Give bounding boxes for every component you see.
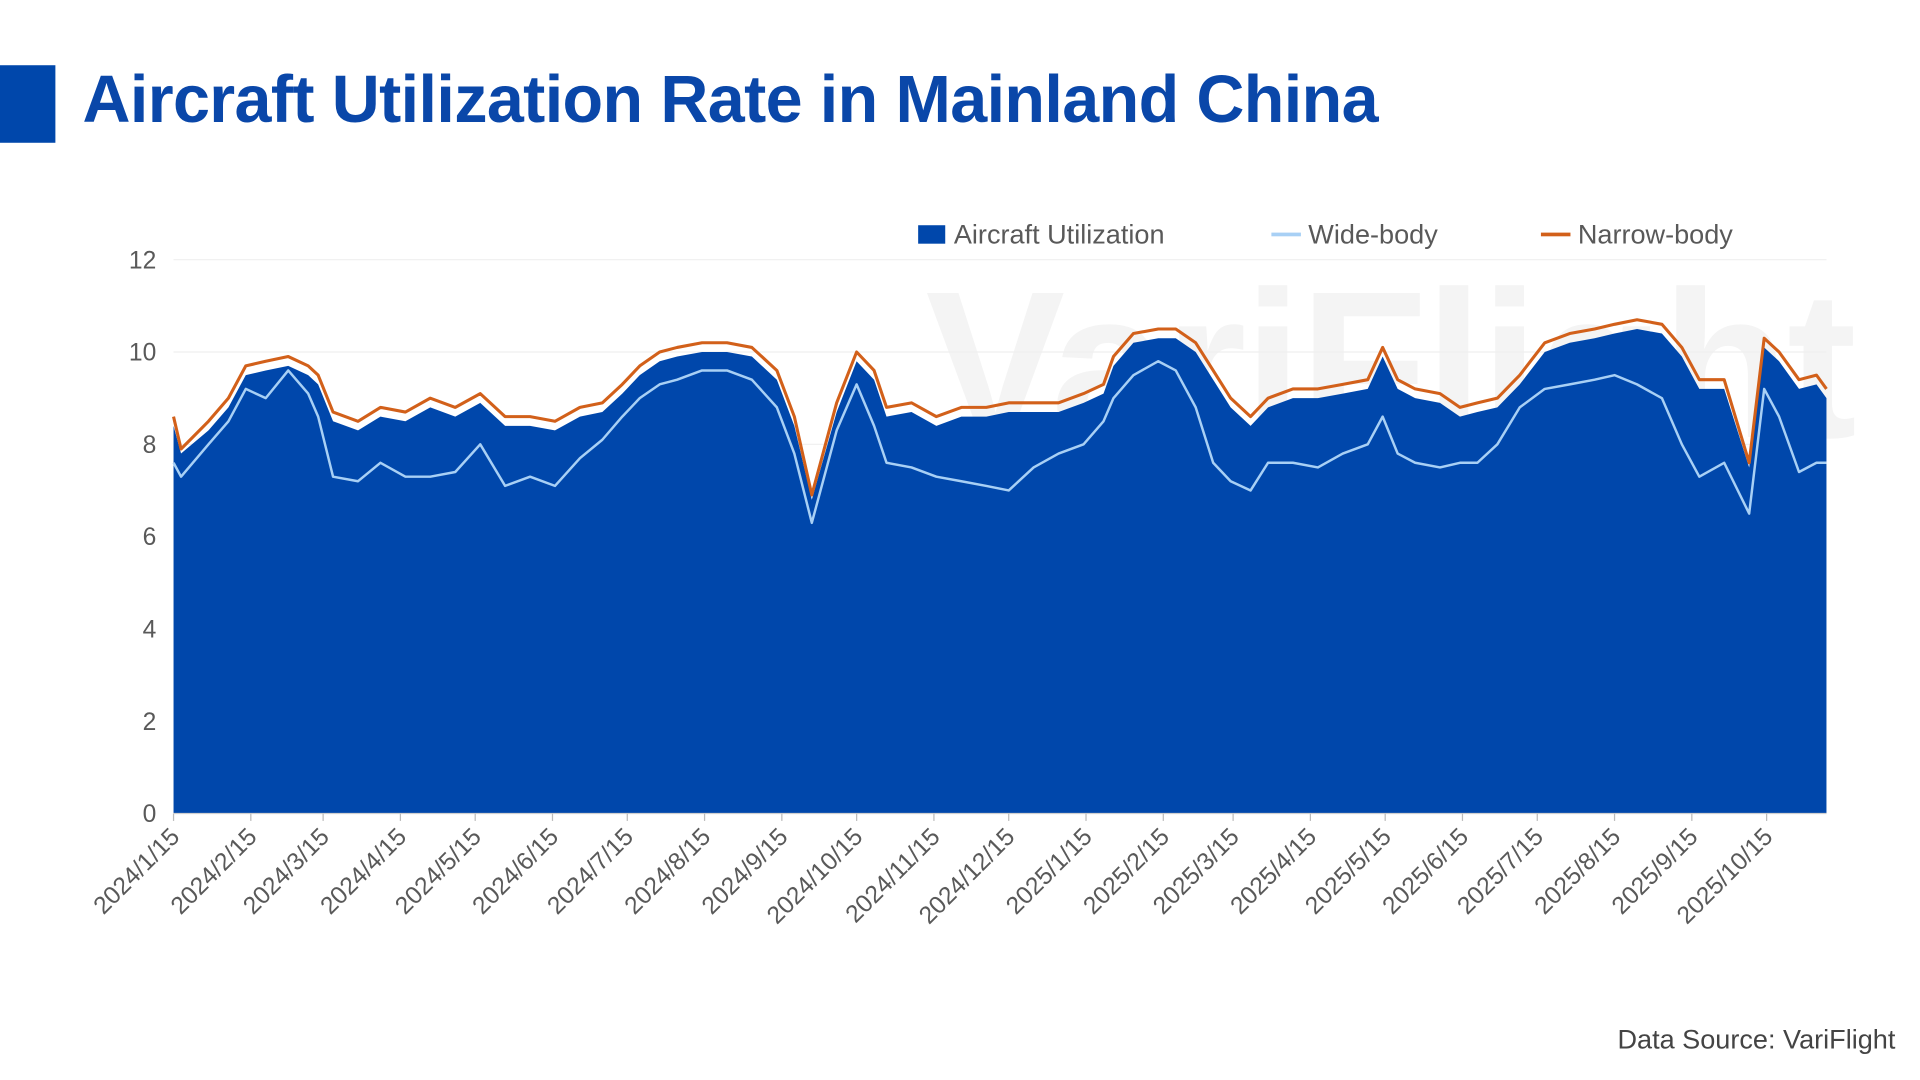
page-title: Aircraft Utilization Rate in Mainland Ch… (82, 62, 1378, 137)
legend-item-aircraft-utilization[interactable]: Aircraft Utilization (918, 219, 1164, 251)
y-tick-label: 0 (143, 801, 157, 828)
y-tick-label: 8 (143, 432, 157, 459)
legend-swatch-line (1540, 232, 1571, 237)
series-area-aircraft-utilization (173, 328, 1827, 814)
title-accent-bar (0, 65, 56, 143)
y-tick-label: 10 (129, 340, 156, 367)
legend-label: Narrow-body (1577, 219, 1733, 250)
legend-swatch-area (918, 225, 946, 244)
y-tick-label: 4 (143, 617, 157, 644)
y-tick-label: 6 (143, 524, 157, 551)
legend-item-narrow-body[interactable]: Narrow-body (1540, 219, 1733, 251)
y-tick-label: 12 (129, 247, 156, 274)
legend-item-wide-body[interactable]: Wide-body (1271, 219, 1438, 251)
legend-swatch-line (1271, 232, 1301, 237)
legend-label: Wide-body (1308, 219, 1438, 250)
y-tick-label: 2 (143, 709, 157, 736)
legend-label: Aircraft Utilization (953, 219, 1165, 250)
series-line-wide-body (172, 359, 1827, 525)
series-line-narrow-body (172, 318, 1828, 497)
data-source: Data Source: VariFlight (1617, 1023, 1896, 1055)
